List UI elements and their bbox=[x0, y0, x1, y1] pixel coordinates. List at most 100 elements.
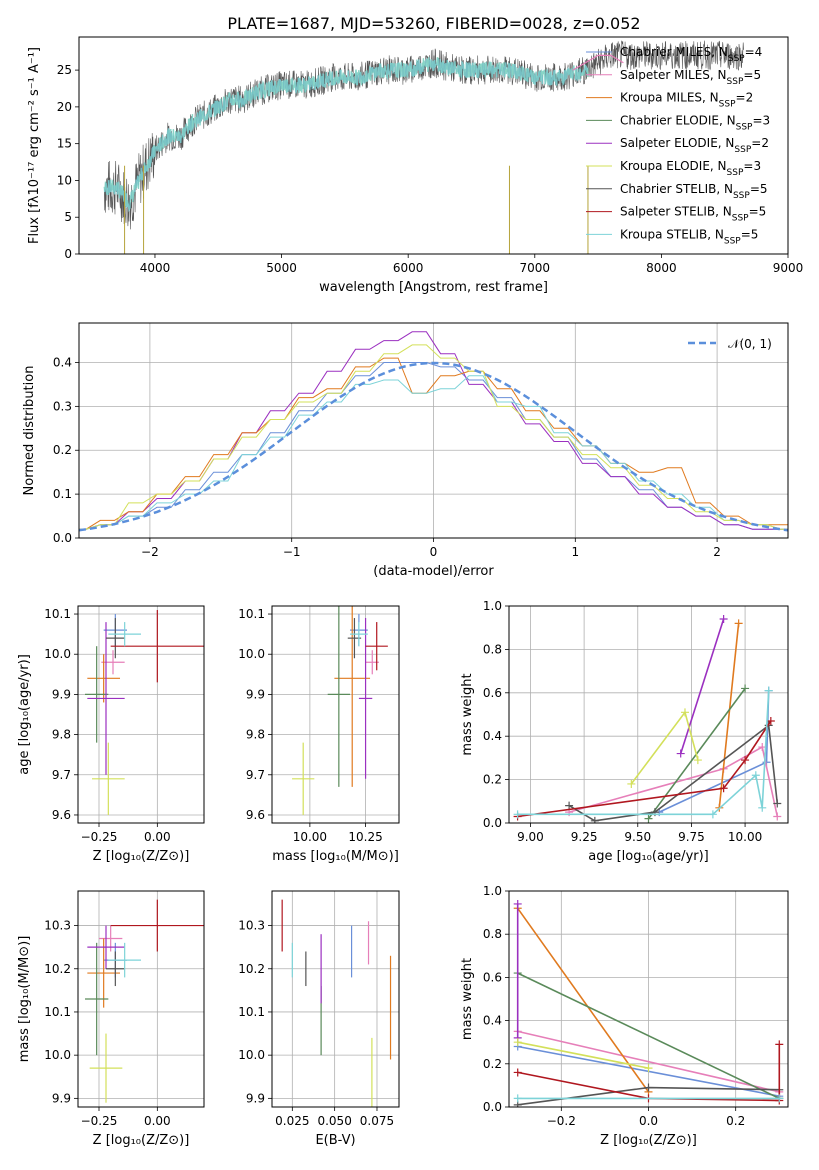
model-line-salpeter-miles bbox=[572, 54, 624, 71]
error-bar-point bbox=[85, 646, 109, 743]
error-bar-point bbox=[101, 650, 125, 675]
y-tick-label: 0.8 bbox=[483, 927, 502, 941]
x-tick-label: 0.00 bbox=[144, 830, 171, 844]
y-tick-label: 25 bbox=[57, 63, 72, 77]
plus-marker bbox=[676, 749, 685, 758]
x-tick-label: 9.00 bbox=[517, 830, 544, 844]
data-age-vs-mass bbox=[292, 606, 388, 815]
plots-group: 4000 5000 6000 7000 8000 90000510152025Chabri… bbox=[17, 36, 804, 1148]
y-tick-label: 10.1 bbox=[44, 1005, 71, 1019]
plus-marker bbox=[734, 619, 743, 628]
plus-marker bbox=[693, 756, 702, 765]
plus-marker bbox=[708, 810, 717, 819]
error-bar-point bbox=[292, 742, 315, 815]
y-tick-label: 10.3 bbox=[44, 919, 71, 933]
error-bar-point bbox=[334, 606, 371, 787]
y-tick-label: 0.3 bbox=[53, 399, 72, 413]
y-tick-label: 0.0 bbox=[483, 816, 502, 830]
y-tick-label: 9.6 bbox=[246, 808, 265, 822]
weight-line bbox=[568, 723, 779, 822]
error-bar-point bbox=[110, 899, 204, 952]
data-weight-vs-age bbox=[513, 615, 782, 823]
x-tick-label: 10.00 bbox=[293, 830, 327, 844]
error-bar-point bbox=[106, 951, 125, 987]
weight-line bbox=[517, 720, 772, 818]
plus-marker bbox=[680, 708, 689, 717]
y-tick-label: 10.0 bbox=[238, 1048, 265, 1062]
plus-marker bbox=[644, 1083, 653, 1092]
y-tick-label: 9.6 bbox=[52, 808, 71, 822]
histogram-step bbox=[79, 375, 788, 530]
data-mass-vs-EBV bbox=[281, 899, 392, 1107]
y-tick-label: 10.0 bbox=[44, 647, 71, 661]
plus-marker bbox=[775, 1094, 784, 1103]
x-tick-label: −0.2 bbox=[547, 1114, 576, 1128]
x-tick-label: 9.50 bbox=[624, 830, 651, 844]
y-tick-label: 0.8 bbox=[483, 642, 502, 656]
y-tick-label: 9.9 bbox=[246, 687, 265, 701]
weight-line bbox=[517, 1041, 649, 1069]
y-tick-label: 0.6 bbox=[483, 686, 502, 700]
y-tick-label: 0.4 bbox=[483, 1014, 502, 1028]
y-tick-label: 10.2 bbox=[238, 962, 265, 976]
plus-marker bbox=[758, 803, 767, 812]
x-tick-label: 6000 bbox=[393, 261, 424, 275]
weight-line bbox=[568, 745, 779, 817]
plus-marker bbox=[773, 812, 782, 821]
y-tick-label: 10.0 bbox=[44, 1048, 71, 1062]
axes-frame bbox=[78, 36, 789, 255]
x-axis-label: wavelength [Angstrom, rest frame] bbox=[319, 280, 548, 295]
plus-marker bbox=[513, 810, 522, 819]
plus-marker bbox=[751, 771, 760, 780]
error-bar-point bbox=[327, 606, 350, 787]
x-tick-label: 0.00 bbox=[144, 1114, 171, 1128]
x-tick-label: 8000 bbox=[646, 261, 677, 275]
x-tick-label: 0.2 bbox=[726, 1114, 745, 1128]
weight-line bbox=[679, 618, 725, 754]
error-bar-point bbox=[106, 618, 125, 659]
y-tick-label: 0.2 bbox=[53, 443, 72, 457]
legend-label: Salpeter ELODIE, NSSP=2 bbox=[620, 136, 769, 155]
y-tick-label: 10.3 bbox=[238, 919, 265, 933]
x-tick-label: −0.25 bbox=[81, 1114, 118, 1128]
x-tick-label: 0.0 bbox=[639, 1114, 658, 1128]
y-tick-label: 0.1 bbox=[53, 487, 72, 501]
y-tick-label: 9.8 bbox=[246, 728, 265, 742]
x-tick-label: 0.050 bbox=[317, 1114, 351, 1128]
y-tick-label: 10.1 bbox=[44, 607, 71, 621]
axes-frame bbox=[271, 605, 400, 824]
error-bar-point bbox=[349, 622, 368, 647]
weight-line bbox=[517, 972, 780, 1100]
plus-marker bbox=[513, 1038, 522, 1047]
y-tick-label: 0 bbox=[64, 247, 72, 261]
x-tick-label: 9000 bbox=[773, 261, 804, 275]
x-tick-label: −1 bbox=[283, 545, 301, 559]
y-tick-label: 5 bbox=[64, 210, 72, 224]
legend-label: Chabrier STELIB, NSSP=5 bbox=[620, 182, 768, 201]
panel-spectrum: 4000 5000 6000 7000 8000 9000 0 5 10 15 20 25 Chabri… bbox=[27, 36, 804, 295]
x-tick-label: 2 bbox=[713, 545, 721, 559]
axes-frame bbox=[78, 322, 789, 539]
x-tick-label: −2 bbox=[141, 545, 159, 559]
error-bar-point bbox=[108, 942, 141, 978]
error-bar-point bbox=[365, 622, 388, 671]
plus-marker bbox=[590, 816, 599, 823]
figure-title: PLATE=1687, MJD=53260, FIBERID=0028, z=0… bbox=[227, 14, 640, 33]
axes-frame bbox=[508, 890, 789, 1108]
y-tick-label: 0.0 bbox=[483, 1100, 502, 1114]
y-tick-label: 9.9 bbox=[52, 1091, 71, 1105]
x-tick-label: 7000 bbox=[520, 261, 551, 275]
y-tick-label: 10.1 bbox=[238, 607, 265, 621]
y-tick-label: 15 bbox=[57, 137, 72, 151]
plus-marker bbox=[775, 1040, 784, 1049]
x-tick-label: 10.00 bbox=[728, 830, 762, 844]
weight-line bbox=[718, 623, 740, 808]
y-tick-label: 10.0 bbox=[238, 647, 265, 661]
plus-marker bbox=[764, 686, 773, 695]
x-tick-label: 5000 bbox=[266, 261, 297, 275]
y-tick-label: 0.4 bbox=[53, 355, 72, 369]
y-axis-label: mass weight bbox=[460, 673, 475, 755]
y-tick-label: 0.0 bbox=[53, 531, 72, 545]
y-axis-label: Flux [fλ10⁻¹⁷ erg cm⁻² s⁻¹ A⁻¹] bbox=[27, 47, 42, 244]
